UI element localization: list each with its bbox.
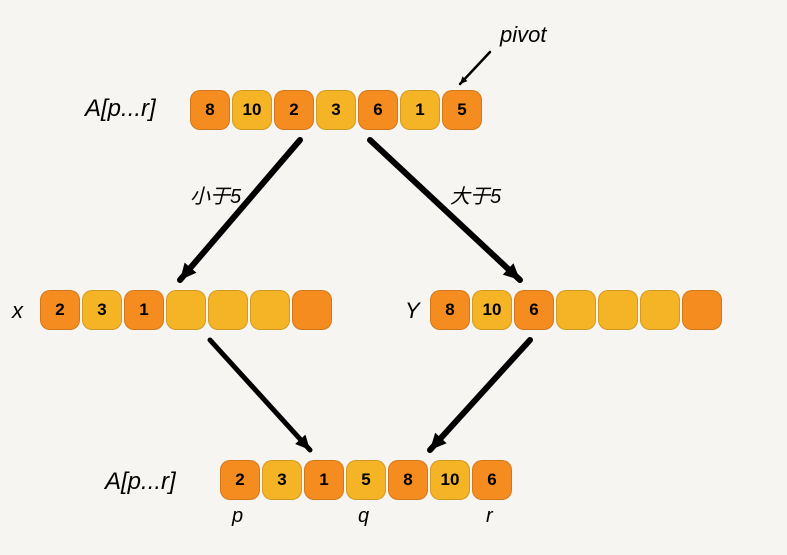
cell: 8: [388, 460, 428, 500]
cell: 2: [220, 460, 260, 500]
cell: 3: [316, 90, 356, 130]
cell: [598, 290, 638, 330]
cell: 2: [40, 290, 80, 330]
array-label-x: x: [12, 298, 23, 324]
cell: 3: [262, 460, 302, 500]
array-top: 81023615: [190, 90, 482, 130]
cell: 3: [82, 290, 122, 330]
cell: [166, 290, 206, 330]
cell: 1: [124, 290, 164, 330]
cell: 5: [442, 90, 482, 130]
array-x: 231: [40, 290, 332, 330]
cell: 10: [430, 460, 470, 500]
index-label-r: r: [486, 505, 493, 528]
cell: [208, 290, 248, 330]
array-bottom: 23158106: [220, 460, 512, 500]
cell: 2: [274, 90, 314, 130]
index-label-q: q: [358, 505, 369, 528]
cell: 8: [190, 90, 230, 130]
cell: 8: [430, 290, 470, 330]
cell: [292, 290, 332, 330]
cell: 6: [514, 290, 554, 330]
cell: [640, 290, 680, 330]
cell: 6: [358, 90, 398, 130]
cell: [556, 290, 596, 330]
cell: 6: [472, 460, 512, 500]
cell: 10: [232, 90, 272, 130]
array-y: 8106: [430, 290, 722, 330]
branch-label-left: 小于5: [190, 180, 241, 209]
pivot-label: pivot: [500, 22, 546, 48]
array-label-bottom: A[p...r]: [105, 468, 176, 496]
branch-label-right: 大于5: [450, 180, 501, 209]
cell: 1: [400, 90, 440, 130]
cell: 5: [346, 460, 386, 500]
cell: [250, 290, 290, 330]
array-label-y: Y: [405, 298, 420, 324]
cell: 1: [304, 460, 344, 500]
array-label-top: A[p...r]: [85, 95, 156, 123]
index-label-p: p: [232, 505, 243, 528]
cell: [682, 290, 722, 330]
cell: 10: [472, 290, 512, 330]
